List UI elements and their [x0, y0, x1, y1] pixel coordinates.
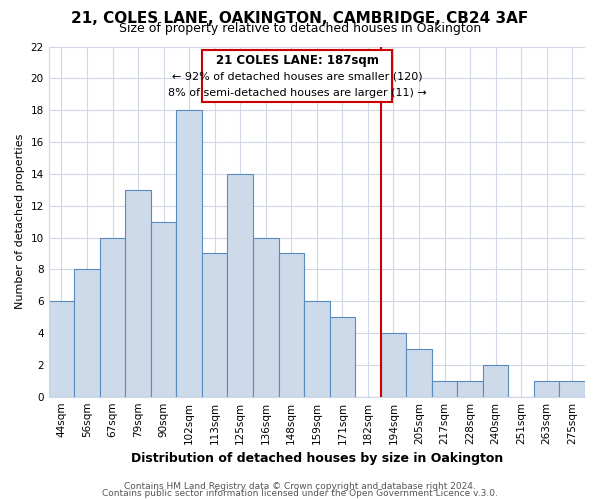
Bar [380, 333, 406, 396]
Y-axis label: Number of detached properties: Number of detached properties [15, 134, 25, 310]
Bar [329, 317, 355, 396]
Bar [406, 349, 432, 397]
Text: 21 COLES LANE: 187sqm: 21 COLES LANE: 187sqm [215, 54, 379, 68]
Bar [202, 254, 227, 396]
Bar [176, 110, 202, 397]
Bar [151, 222, 176, 396]
Text: Contains public sector information licensed under the Open Government Licence v.: Contains public sector information licen… [102, 489, 498, 498]
Bar [49, 301, 74, 396]
Text: 21, COLES LANE, OAKINGTON, CAMBRIDGE, CB24 3AF: 21, COLES LANE, OAKINGTON, CAMBRIDGE, CB… [71, 11, 529, 26]
Text: Size of property relative to detached houses in Oakington: Size of property relative to detached ho… [119, 22, 481, 35]
Bar [483, 365, 508, 396]
Bar [304, 301, 329, 396]
Bar [125, 190, 151, 396]
X-axis label: Distribution of detached houses by size in Oakington: Distribution of detached houses by size … [131, 452, 503, 465]
Bar [253, 238, 278, 396]
Bar [202, 50, 392, 102]
Bar [74, 270, 100, 396]
Bar [278, 254, 304, 396]
Bar [559, 381, 585, 396]
Bar [534, 381, 559, 396]
Text: Contains HM Land Registry data © Crown copyright and database right 2024.: Contains HM Land Registry data © Crown c… [124, 482, 476, 491]
Bar [227, 174, 253, 396]
Text: ← 92% of detached houses are smaller (120): ← 92% of detached houses are smaller (12… [172, 71, 422, 81]
Bar [457, 381, 483, 396]
Text: 8% of semi-detached houses are larger (11) →: 8% of semi-detached houses are larger (1… [167, 88, 427, 98]
Bar [100, 238, 125, 396]
Bar [432, 381, 457, 396]
